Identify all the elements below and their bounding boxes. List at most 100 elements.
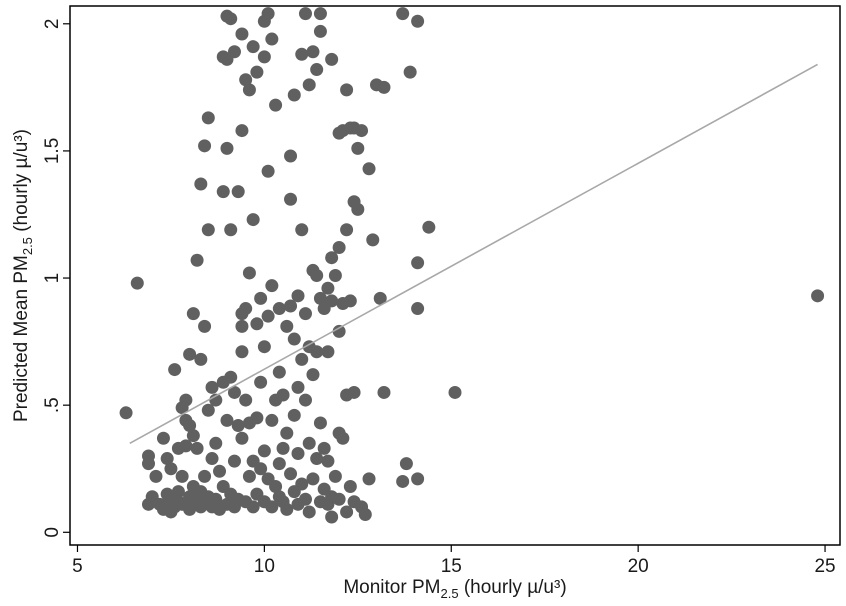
data-point [313, 291, 327, 305]
data-point [257, 444, 271, 458]
data-point [235, 27, 249, 41]
data-point [242, 469, 256, 483]
data-point [190, 253, 204, 267]
data-points [119, 7, 825, 524]
data-point [257, 340, 271, 354]
data-point [411, 14, 425, 28]
data-point [347, 385, 361, 399]
data-point [246, 40, 260, 54]
data-point [321, 281, 335, 295]
x-tick-label: 10 [254, 556, 275, 577]
data-point [190, 441, 204, 455]
data-point [351, 141, 365, 155]
data-point [321, 345, 335, 359]
data-point [257, 50, 271, 64]
data-point [254, 375, 268, 389]
data-point [287, 332, 301, 346]
data-point [261, 164, 275, 178]
data-point [246, 500, 260, 514]
axes: 5 10 15 20 25 0 .5 1 1.5 2 [42, 5, 841, 577]
data-point [194, 177, 208, 191]
data-point [209, 492, 223, 506]
data-point [149, 469, 163, 483]
data-point [183, 347, 197, 361]
data-point [291, 446, 305, 460]
data-point [302, 505, 316, 519]
data-point [280, 502, 294, 516]
data-point [448, 385, 462, 399]
data-point [396, 7, 410, 21]
data-point [351, 202, 365, 216]
data-point [811, 289, 825, 303]
data-point [160, 452, 174, 466]
data-point [246, 213, 260, 227]
y-axis-title: Predicted Mean PM2.5 (hourly µ/u³) [11, 129, 35, 422]
data-point [227, 454, 241, 468]
data-point [291, 289, 305, 303]
data-point [358, 507, 372, 521]
axis-labels: Monitor PM2.5 (hourly µ/u³) Predicted Mea… [11, 129, 567, 601]
data-point [313, 24, 327, 38]
x-axis-title: Monitor PM2.5 (hourly µ/u³) [343, 577, 566, 601]
data-point [298, 307, 312, 321]
data-point [235, 431, 249, 445]
data-point [227, 385, 241, 399]
fit-line-group [129, 63, 818, 445]
data-point [362, 472, 376, 486]
data-point [325, 294, 339, 308]
data-point [396, 474, 410, 488]
data-point [373, 291, 387, 305]
data-point [306, 368, 320, 382]
data-point [302, 78, 316, 92]
data-point [325, 52, 339, 66]
data-point [201, 111, 215, 125]
data-point [325, 510, 339, 524]
data-point [171, 485, 185, 499]
data-point [355, 124, 369, 138]
data-point [291, 380, 305, 394]
data-point [198, 139, 212, 153]
data-point [254, 462, 268, 476]
data-point [325, 251, 339, 265]
data-point [239, 393, 253, 407]
data-point [336, 431, 350, 445]
data-point [306, 45, 320, 59]
data-point [295, 477, 309, 491]
data-point [119, 406, 133, 420]
data-point [399, 457, 413, 471]
data-point [317, 441, 331, 455]
data-point [224, 223, 238, 237]
data-point [168, 363, 182, 377]
fit-line [129, 63, 818, 445]
data-point [231, 185, 245, 199]
data-point [310, 63, 324, 77]
data-point [269, 480, 283, 494]
x-tick-label: 15 [441, 556, 462, 577]
data-point [295, 47, 309, 61]
data-point [302, 436, 316, 450]
data-point [272, 365, 286, 379]
data-point [284, 299, 298, 313]
data-point [194, 352, 208, 366]
data-point [295, 223, 309, 237]
data-point [186, 307, 200, 321]
x-tick-label: 20 [628, 556, 649, 577]
data-point [362, 162, 376, 176]
data-point [265, 413, 279, 427]
data-point [298, 492, 312, 506]
data-point [310, 452, 324, 466]
data-point [403, 65, 417, 79]
data-point [284, 467, 298, 481]
data-point [411, 302, 425, 316]
data-point [141, 449, 155, 463]
data-point [332, 241, 346, 255]
data-point [340, 83, 354, 97]
data-point [224, 12, 238, 26]
data-point [366, 233, 380, 247]
data-point [235, 124, 249, 138]
data-point [295, 352, 309, 366]
data-point [284, 149, 298, 163]
data-point [343, 294, 357, 308]
